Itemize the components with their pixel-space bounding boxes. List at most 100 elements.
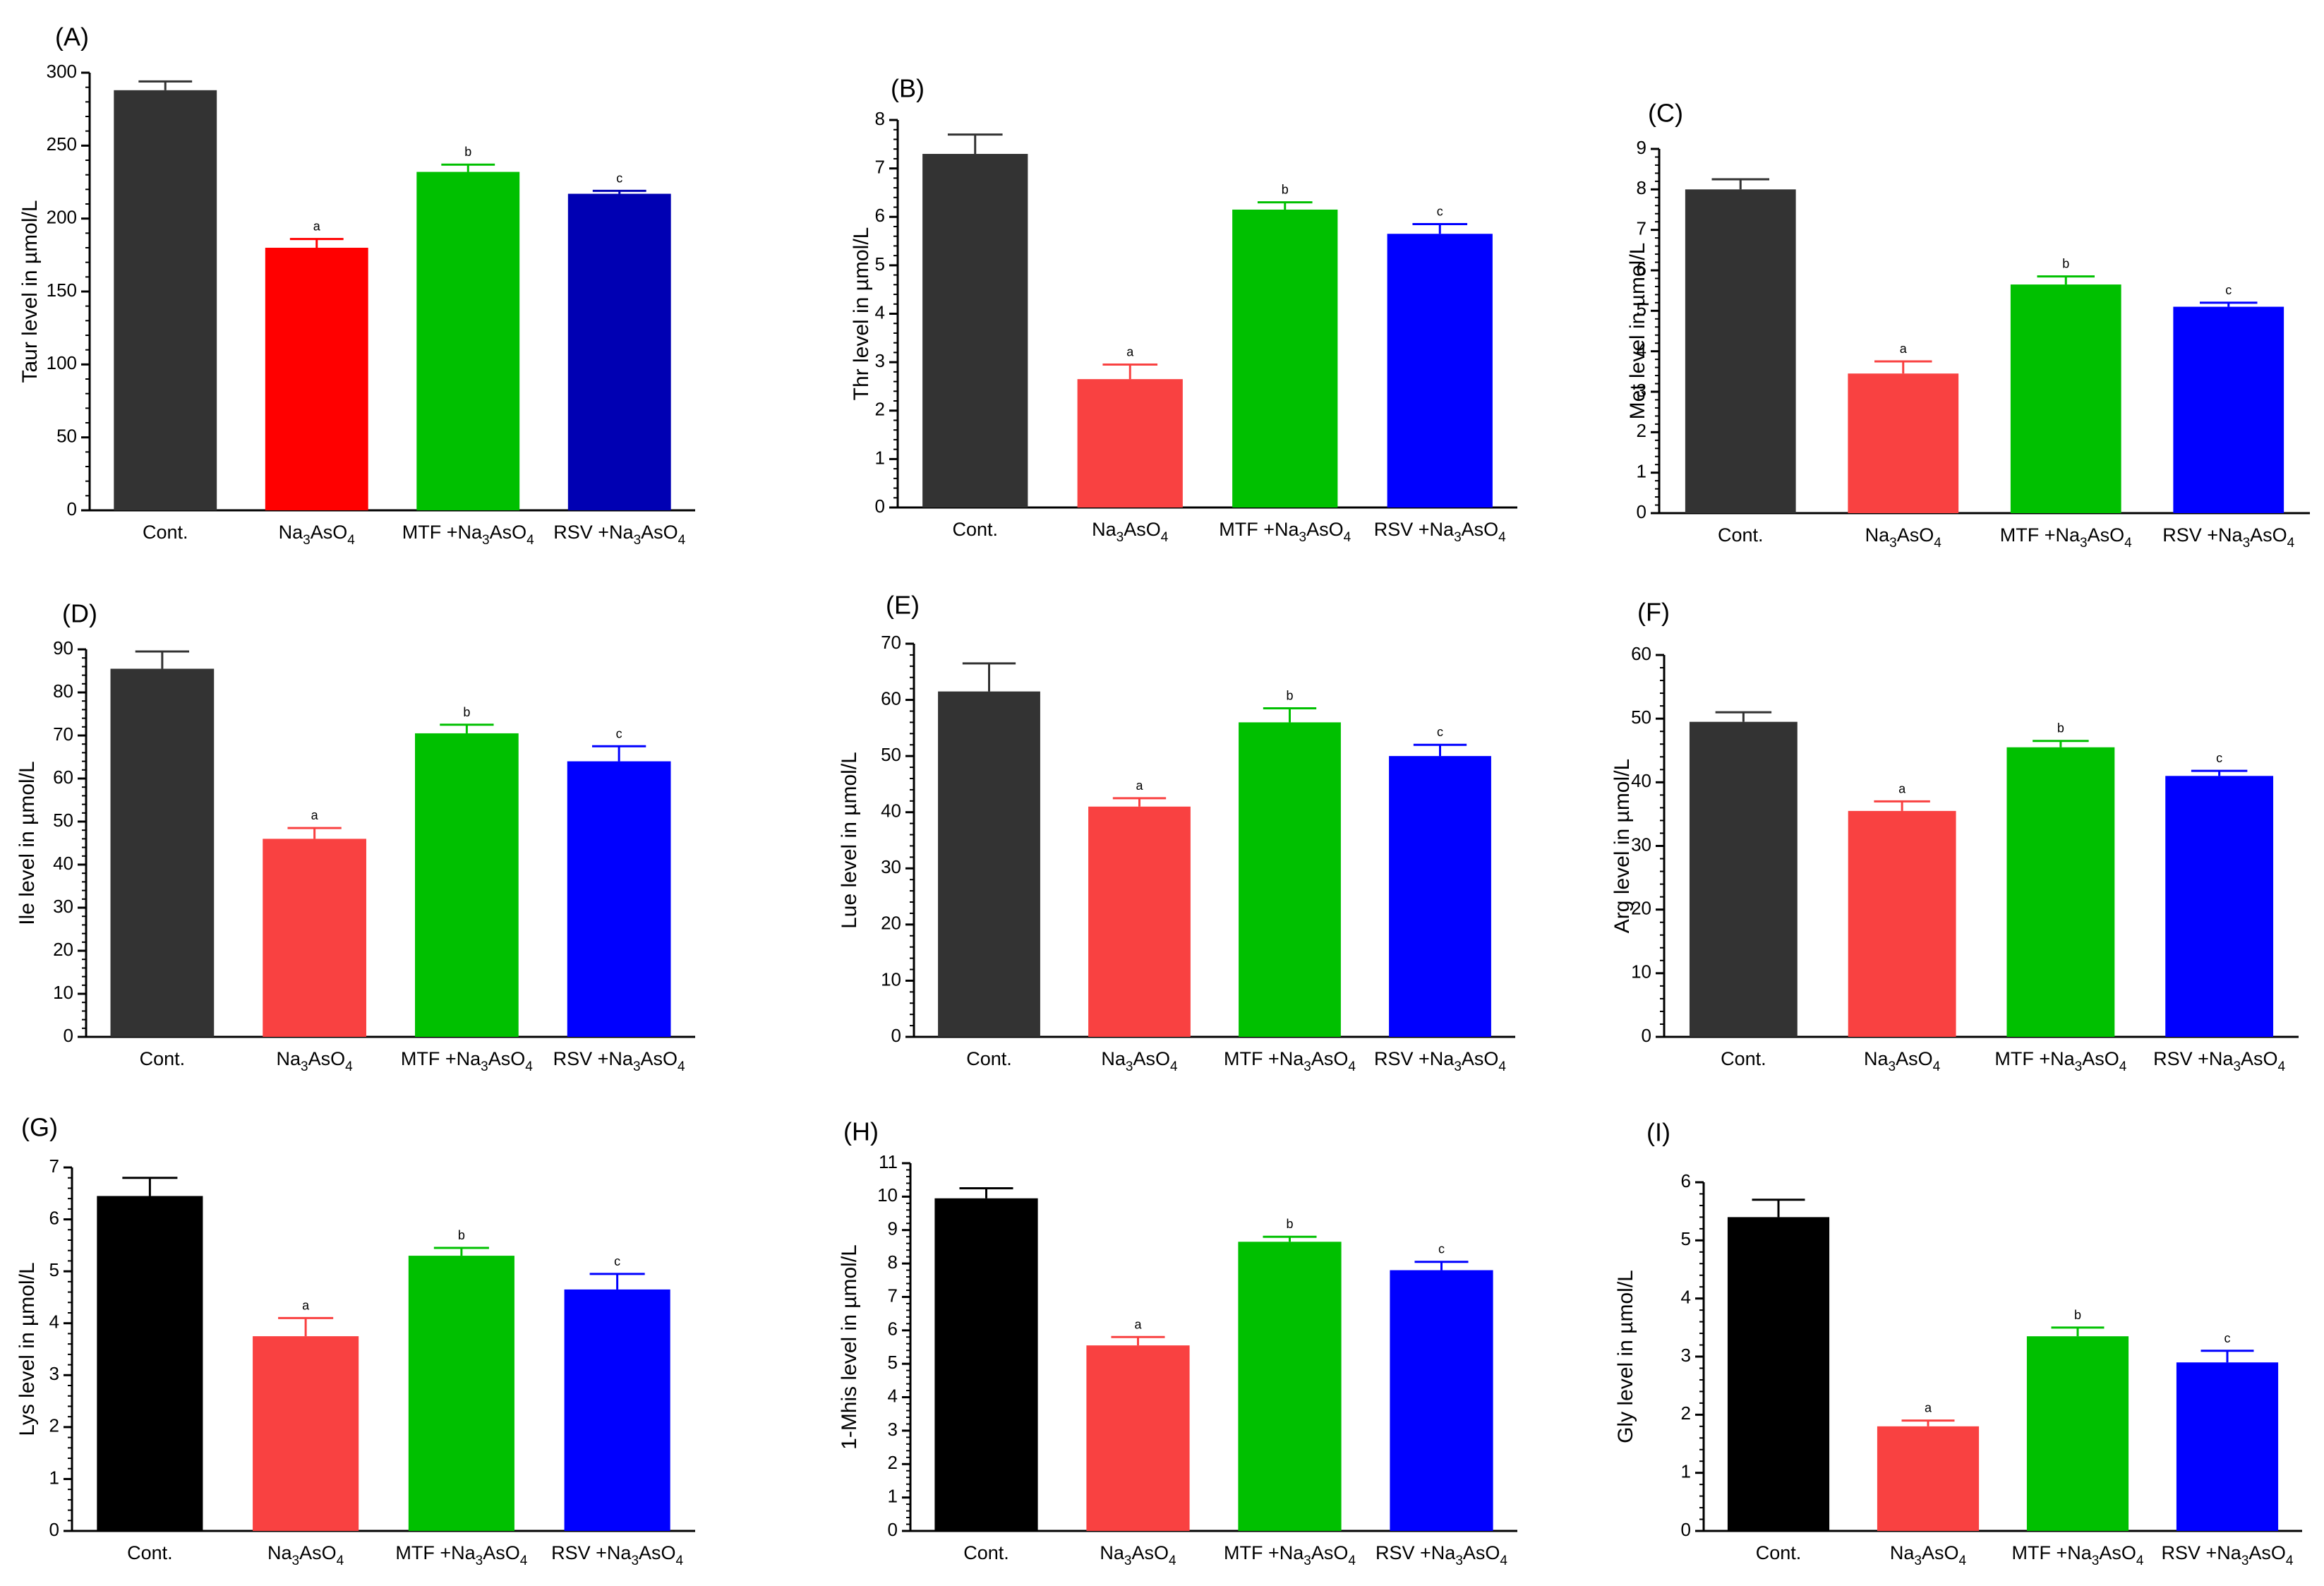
y-tick-label: 7	[888, 1285, 898, 1306]
y-tick-label: 70	[53, 723, 73, 745]
y-tick-label: 60	[881, 687, 901, 709]
bar	[415, 733, 519, 1037]
significance-letter: b	[1282, 183, 1289, 197]
subscript: 3	[303, 533, 311, 548]
bar	[408, 1256, 514, 1531]
subscript: 3	[1116, 530, 1124, 545]
label-part: RSV +Na	[1374, 1048, 1455, 1069]
significance-letter: a	[313, 220, 321, 234]
subscript: 4	[2119, 1059, 2127, 1074]
chart-panel-i: (I)Gly level in µmol/L0123456Cont.aNa3As…	[1614, 1118, 2302, 1568]
x-category-label: MTF +Na3AsO4	[395, 1542, 527, 1568]
label-part: MTF +Na	[402, 522, 483, 543]
significance-letter: b	[2074, 1308, 2081, 1322]
y-tick-label: 0	[49, 1519, 59, 1540]
x-category-label: MTF +Na3AsO4	[2012, 1542, 2144, 1568]
label-part: Na	[1890, 1542, 1915, 1563]
label-part: AsO	[1463, 1542, 1500, 1563]
y-tick-label: 7	[49, 1155, 59, 1177]
label-part: MTF +Na	[2012, 1542, 2093, 1563]
bar	[938, 691, 1040, 1037]
subscript: 3	[1914, 1554, 1922, 1568]
y-tick-label: 6	[875, 205, 885, 226]
bar	[2010, 284, 2121, 513]
subscript: 3	[1889, 1059, 1896, 1074]
significance-letter: a	[1136, 779, 1143, 793]
bar	[97, 1196, 203, 1531]
y-tick-label: 5	[1637, 299, 1646, 320]
label-part: AsO	[1311, 1542, 1349, 1563]
label-part: Na	[1865, 524, 1890, 546]
x-category-label: RSV +Na3AsO4	[1374, 1048, 1506, 1074]
subscript: 3	[1304, 1554, 1311, 1568]
y-tick-label: 3	[1637, 380, 1646, 401]
y-tick-label: 6	[888, 1318, 898, 1340]
y-tick-label: 250	[47, 133, 77, 155]
y-tick-label: 4	[888, 1385, 898, 1406]
y-tick-label: 5	[49, 1259, 59, 1280]
x-category-label: Cont.	[952, 519, 998, 540]
panel-label: (E)	[886, 591, 920, 620]
label-part: MTF +Na	[1224, 1048, 1304, 1069]
label-part: AsO	[1311, 1048, 1349, 1069]
y-tick-label: 7	[875, 157, 885, 178]
y-tick-label: 60	[1631, 643, 1651, 664]
subscript: 4	[1344, 530, 1351, 545]
label-part: AsO	[1896, 1048, 1933, 1069]
subscript: 4	[1161, 530, 1169, 545]
label-part: Cont.	[966, 1048, 1012, 1069]
label-part: AsO	[2099, 1542, 2136, 1563]
chart-panel-a: (A) Taur level in µmol/L 0 50 100 150 200 250 30…	[18, 23, 695, 548]
y-tick-label: 10	[881, 968, 901, 990]
x-category-label: MTF +Na3AsO4	[1224, 1542, 1356, 1568]
bar	[110, 668, 215, 1037]
panel-label: (H)	[843, 1117, 879, 1146]
subscript: 4	[1348, 1059, 1356, 1074]
label-part: MTF +Na	[401, 1048, 481, 1069]
label-part: RSV +Na	[2162, 524, 2243, 546]
y-axis-label: Arg level in µmol/L	[1610, 759, 1634, 933]
label-part: MTF +Na	[1994, 1048, 2075, 1069]
bar	[263, 839, 366, 1037]
label-part: Na	[277, 1048, 301, 1069]
x-category-label: Cont.	[143, 522, 188, 543]
y-tick-label: 200	[47, 207, 77, 228]
bar	[2026, 1336, 2129, 1531]
subscript: 3	[1126, 1059, 1133, 1074]
x-category-label: Cont.	[140, 1048, 186, 1069]
subscript: 4	[1170, 1059, 1178, 1074]
subscript: 4	[676, 1554, 684, 1568]
bar	[1088, 806, 1191, 1037]
y-axis-label: Met level in µmol/L	[1626, 243, 1649, 420]
label-part: Na	[1100, 1542, 1124, 1563]
x-category-label: RSV +Na3AsO4	[2162, 524, 2294, 551]
subscript: 4	[678, 1059, 685, 1074]
significance-letter: b	[2057, 721, 2064, 735]
significance-letter: c	[2216, 751, 2222, 765]
y-tick-label: 50	[881, 744, 901, 765]
subscript: 4	[526, 533, 534, 548]
y-tick-label: 30	[881, 856, 901, 877]
chart-panel-d: (D) Ile level in µmol/L 0 10 20 30 40 50 60 70 80 9…	[16, 599, 695, 1074]
significance-letter: c	[616, 726, 622, 740]
significance-letter: c	[616, 171, 622, 185]
x-category-label: Cont.	[966, 1048, 1012, 1069]
y-tick-label: 0	[64, 1025, 73, 1046]
y-tick-label: 11	[879, 1151, 898, 1172]
y-axis-label: Lue level in µmol/L	[838, 752, 861, 929]
subscript: 3	[2233, 1059, 2241, 1074]
y-tick-label: 50	[56, 426, 77, 447]
y-tick-label: 60	[53, 767, 73, 788]
bar	[1848, 373, 1959, 513]
x-category-label: Cont.	[1721, 1048, 1766, 1069]
y-tick-label: 0	[1642, 1025, 1651, 1046]
subscript: 3	[2080, 536, 2088, 551]
y-tick-label: 8	[875, 108, 885, 129]
subscript: 4	[1959, 1554, 1967, 1568]
x-category-label: Na3AsO4	[277, 1048, 354, 1074]
subscript: 3	[1889, 536, 1897, 551]
y-tick-label: 90	[53, 637, 73, 659]
y-tick-label: 2	[888, 1452, 898, 1473]
y-tick-label: 30	[1631, 834, 1651, 855]
